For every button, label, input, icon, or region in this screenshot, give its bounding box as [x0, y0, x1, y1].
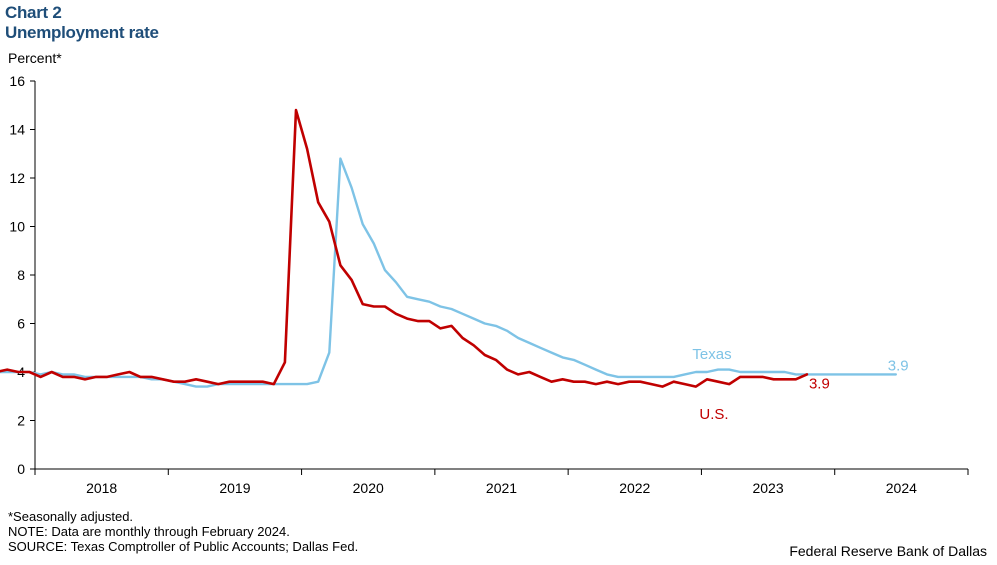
texas-end-value-label: 3.9: [888, 357, 909, 374]
y-tick-label: 16: [9, 73, 25, 89]
x-tick-label: 2018: [86, 480, 117, 496]
series-lines: [0, 108, 897, 388]
y-tick-label: 0: [17, 461, 25, 477]
footnote-source: SOURCE: Texas Comptroller of Public Acco…: [8, 539, 359, 554]
us-series-line: [0, 108, 809, 388]
footnote-seasonal: *Seasonally adjusted.: [8, 509, 134, 524]
x-tick-label: 2023: [752, 480, 783, 496]
footnote-note: NOTE: Data are monthly through February …: [8, 524, 290, 539]
y-tick-label: 6: [17, 316, 25, 332]
x-tick-label: 2022: [619, 480, 650, 496]
series-labels: 3.9 3.9 Texas U.S.: [692, 346, 908, 423]
y-axis-label: Percent*: [8, 50, 62, 66]
y-tick-label: 12: [9, 170, 25, 186]
us-series-label: U.S.: [699, 406, 728, 423]
texas-series-line: [0, 157, 897, 388]
chart-number: Chart 2: [5, 3, 62, 22]
y-tick-label: 10: [9, 219, 25, 235]
x-tick-label: 2021: [486, 480, 517, 496]
chart-title: Unemployment rate: [5, 23, 159, 42]
source-credit: Federal Reserve Bank of Dallas: [789, 543, 987, 559]
x-tick-label: 2020: [353, 480, 384, 496]
y-tick-label: 8: [17, 267, 25, 283]
texas-series-label: Texas: [692, 346, 731, 363]
x-tick-label: 2019: [219, 480, 250, 496]
footnotes: *Seasonally adjusted. NOTE: Data are mon…: [8, 509, 358, 554]
us-end-value-label: 3.9: [809, 375, 830, 392]
y-tick-label: 14: [9, 122, 25, 138]
y-tick-label: 2: [17, 413, 25, 429]
x-tick-label: 2024: [886, 480, 917, 496]
